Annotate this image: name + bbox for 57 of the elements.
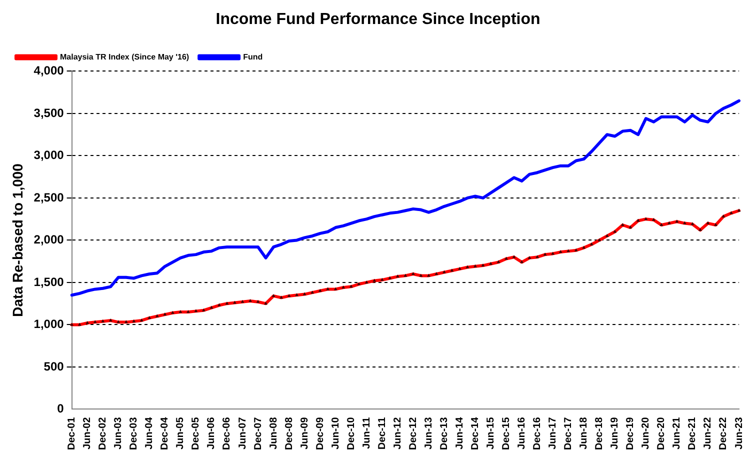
- y-tick-label: 1,000: [34, 317, 64, 332]
- x-tick-label: Jun-15: [486, 416, 496, 450]
- y-tick-label: 500: [44, 359, 64, 374]
- x-tick-label: Dec-12: [408, 416, 419, 450]
- chart-title: Income Fund Performance Since Inception: [216, 11, 540, 28]
- x-tick-label: Jun-08: [268, 416, 280, 450]
- y-tick-label: 3,500: [34, 106, 64, 120]
- y-tick-label: 2,000: [34, 232, 64, 247]
- x-tick-label: Dec-05: [190, 416, 202, 450]
- x-tick-label: Jun-19: [610, 416, 621, 450]
- x-tick-label: Dec-10: [346, 416, 357, 450]
- x-tick-label: Dec-08: [284, 416, 295, 450]
- x-tick-label: Dec-01: [66, 416, 78, 450]
- legend-label: Malaysia TR Index (Since May '16): [60, 52, 190, 62]
- y-tick-label: 3,000: [34, 148, 64, 162]
- x-tick-label: Dec-17: [563, 416, 574, 450]
- x-tick-label: Jun-12: [392, 416, 404, 450]
- x-tick-label: Dec-13: [438, 416, 450, 450]
- x-tick-label: Jun-10: [330, 416, 342, 450]
- x-tick-label: Jun-03: [113, 416, 124, 450]
- x-tick-label: Jun-07: [237, 416, 248, 450]
- x-tick-label: Dec-19: [625, 416, 636, 450]
- x-tick-label: Dec-02: [98, 416, 109, 450]
- x-tick-label: Dec-20: [656, 416, 668, 450]
- x-tick-label: Jun-18: [578, 416, 590, 450]
- x-tick-label: Jun-20: [640, 416, 652, 450]
- x-tick-label: Jun-22: [702, 416, 714, 450]
- x-tick-label: Jun-21: [672, 416, 683, 450]
- x-tick-label: Jun-05: [175, 416, 186, 450]
- x-tick-label: Dec-16: [532, 416, 544, 450]
- y-tick-label: 2,500: [34, 190, 64, 204]
- x-tick-label: Dec-18: [594, 416, 606, 450]
- x-tick-label: Jun-17: [548, 416, 559, 450]
- x-tick-label: Dec-21: [687, 416, 698, 450]
- x-tick-label: Dec-07: [252, 416, 264, 450]
- x-tick-label: Dec-06: [222, 416, 233, 450]
- x-tick-label: Jun-11: [361, 416, 372, 449]
- x-tick-label: Jun-04: [144, 416, 156, 450]
- x-tick-label: Dec-03: [128, 416, 140, 450]
- legend-label: Fund: [243, 52, 263, 62]
- x-tick-label: Jun-14: [454, 416, 466, 450]
- x-tick-label: Dec-04: [160, 416, 171, 450]
- x-tick-label: Dec-22: [718, 416, 730, 450]
- x-tick-label: Jun-23: [734, 416, 745, 450]
- x-tick-label: Jun-13: [423, 416, 434, 450]
- x-tick-label: Jun-06: [206, 416, 218, 450]
- x-tick-label: Dec-14: [470, 416, 481, 450]
- y-tick-label: 4,000: [34, 64, 64, 78]
- x-tick-label: Jun-09: [299, 416, 310, 450]
- x-tick-label: Dec-09: [314, 416, 326, 450]
- y-axis-title: Data Re-based to 1,000: [9, 163, 26, 317]
- y-tick-label: 1,500: [34, 274, 64, 289]
- x-tick-label: Dec-11: [376, 416, 388, 450]
- y-tick-label: 0: [57, 402, 64, 416]
- x-tick-label: Dec-15: [501, 416, 512, 450]
- x-tick-label: Jun-02: [82, 416, 94, 450]
- x-tick-label: Jun-16: [516, 416, 528, 450]
